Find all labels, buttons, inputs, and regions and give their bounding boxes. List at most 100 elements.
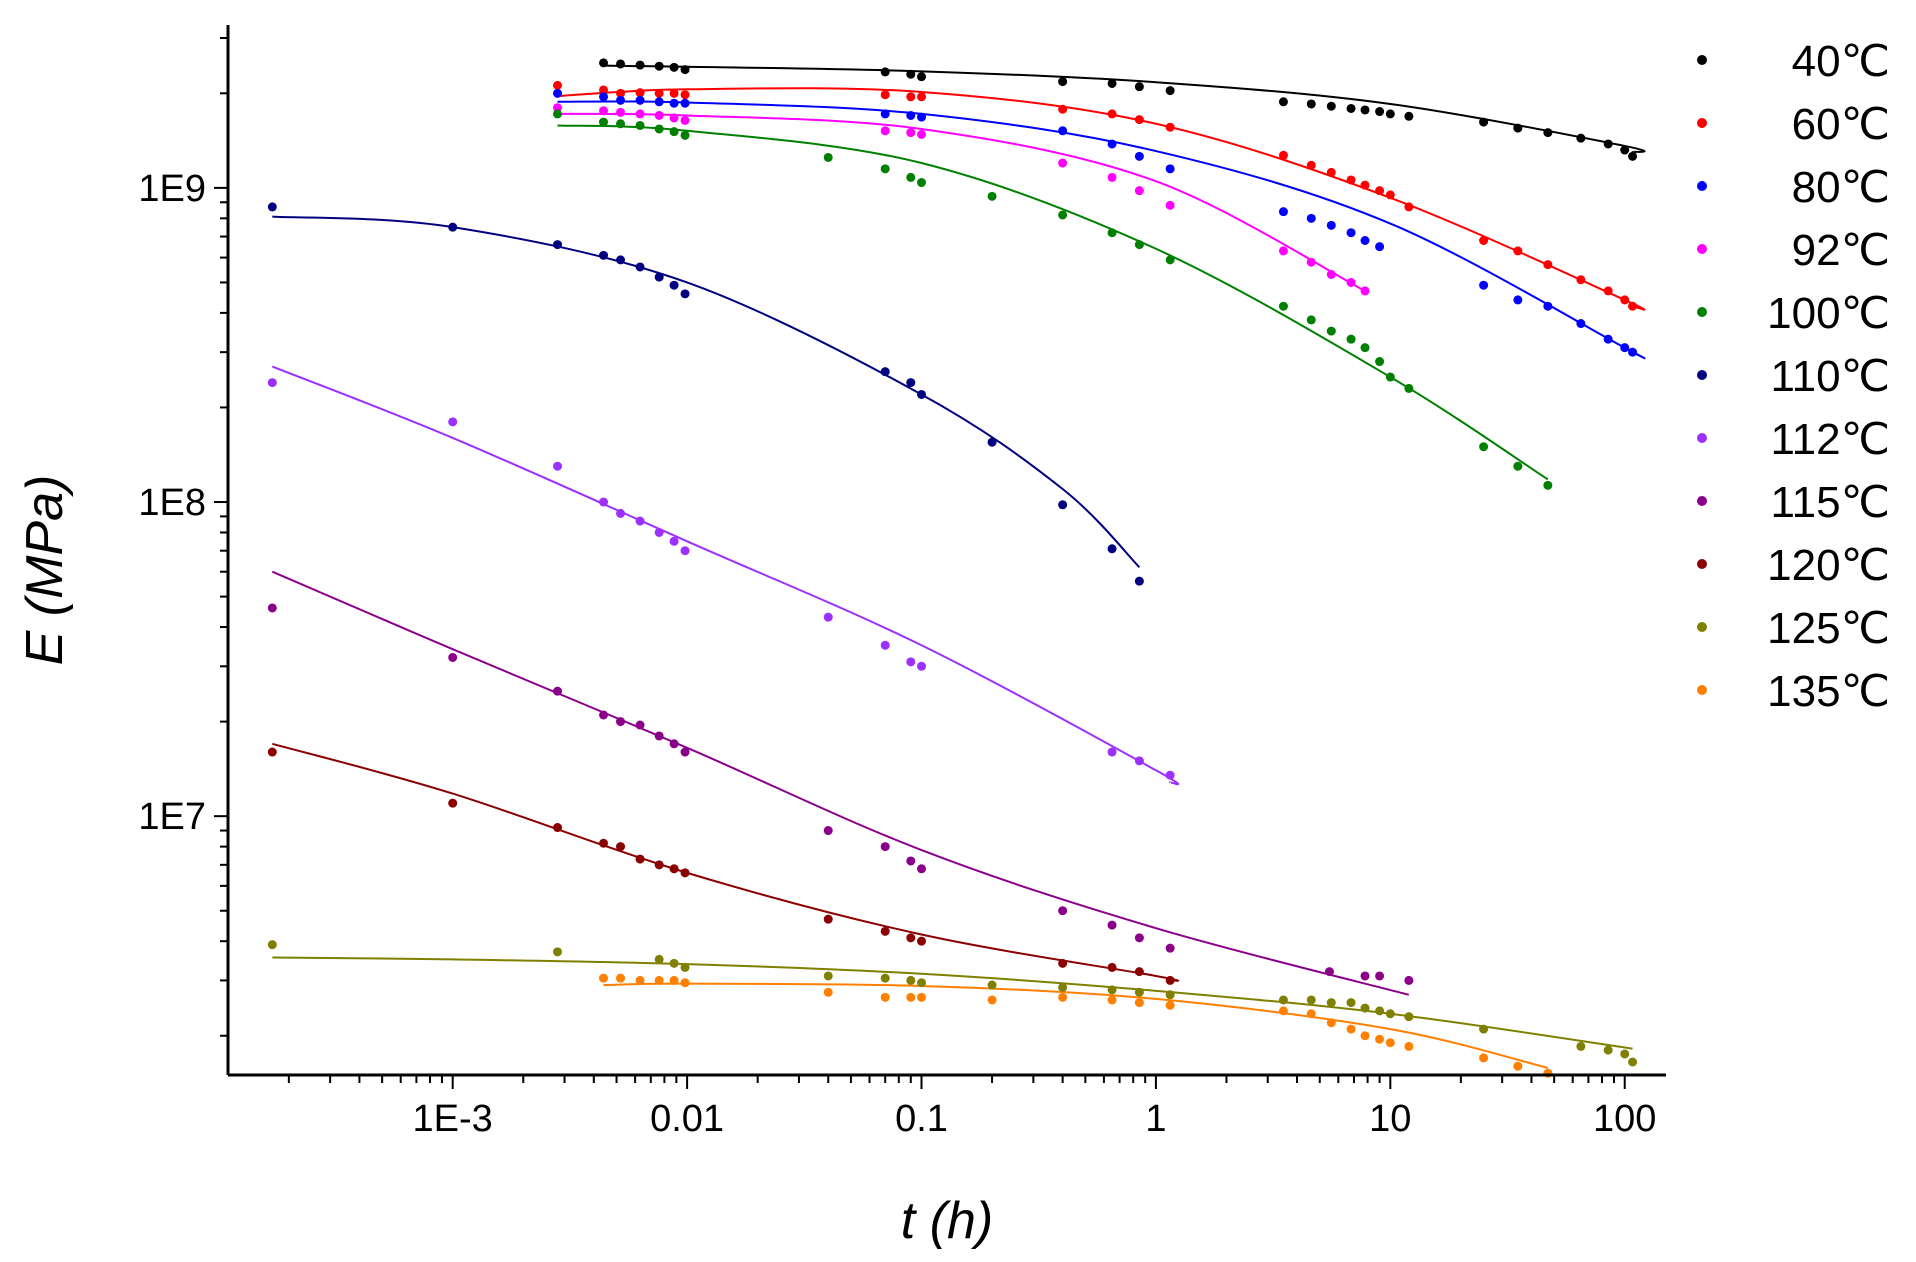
data-point [1603,334,1613,344]
data-point [1543,301,1553,311]
fit-curve [271,570,1410,996]
data-point [1375,107,1385,117]
data-point [1360,343,1370,353]
data-point [1479,236,1489,246]
data-point [654,124,664,134]
data-point [1385,1038,1395,1048]
data-point [1360,1031,1370,1041]
data-point [635,516,645,526]
data-point [669,536,679,546]
data-point [1134,987,1144,997]
data-point [635,854,645,864]
data-point [1479,1024,1489,1034]
data-point [906,856,916,866]
data-point [1346,228,1356,238]
data-point [1385,109,1395,119]
data-point [1404,1012,1414,1022]
data-point [553,240,563,250]
data-point [616,88,626,98]
data-point [823,971,833,981]
data-point [669,958,679,968]
data-point [917,992,927,1002]
data-point [669,88,679,98]
data-point [987,191,997,201]
data-point [448,652,458,662]
data-point [917,978,927,988]
fit-curve [557,112,1366,292]
data-point [267,747,277,757]
data-point [906,110,916,120]
data-point [1165,943,1175,953]
data-point [1278,301,1288,311]
legend-marker [1697,55,1707,65]
data-point [906,92,916,102]
data-point [1058,500,1068,510]
legend-label: 80℃ [1792,163,1890,212]
data-point [906,975,916,985]
legend-label: 112℃ [1770,415,1890,464]
data-point [1134,576,1144,586]
data-point [616,255,626,265]
data-point [823,987,833,997]
data-point [1404,202,1414,212]
data-point [1278,150,1288,160]
data-point [987,980,997,990]
data-point [1628,1057,1638,1067]
legend-label: 100℃ [1767,289,1890,338]
data-point [680,289,690,299]
data-point [1134,151,1144,161]
data-point [1165,975,1175,985]
data-point [553,686,563,696]
data-point [1107,544,1117,554]
data-point [917,112,927,122]
data-point [1479,117,1489,127]
data-point [1513,123,1523,133]
data-point [1306,213,1316,223]
legend-label: 115℃ [1770,478,1890,527]
fit-curve [557,100,1646,360]
data-point [1058,958,1068,968]
legend-marker [1697,559,1707,569]
data-point [635,109,645,119]
data-point [1165,1000,1175,1010]
data-point [906,992,916,1002]
data-point [1404,383,1414,393]
data-point [616,95,626,105]
data-point [1513,295,1523,305]
data-point [1603,139,1613,149]
data-point [906,657,916,667]
data-point [1513,246,1523,256]
data-point [553,88,563,98]
data-point [1306,315,1316,325]
data-point [1107,985,1117,995]
data-point [880,67,890,77]
data-point [823,826,833,836]
data-point [1306,257,1316,267]
data-point [1134,933,1144,943]
y-axis: 1E7 1E8 1E9 [138,25,230,1075]
data-point [1134,186,1144,196]
legend-marker [1697,622,1707,632]
data-point [616,119,626,129]
data-point [680,978,690,988]
legend-label: 92℃ [1792,226,1890,275]
data-point [1165,122,1175,132]
legend-marker [1697,496,1707,506]
data-point [553,80,563,90]
data-point [880,164,890,174]
data-point [906,933,916,943]
data-point [1326,326,1336,336]
data-point [599,92,609,102]
x-axis: 1E-3 0.01 0.1 1 10 100 [228,1073,1666,1140]
data-point [1306,99,1316,109]
data-point [1628,347,1638,357]
data-point [1628,151,1638,161]
data-point [654,61,664,71]
x-tick-label: 10 [1369,1098,1411,1140]
data-point [680,546,690,556]
data-point [654,731,664,741]
data-point [654,527,664,537]
data-point [599,117,609,127]
legend-marker [1697,244,1707,254]
data-point [680,90,690,100]
